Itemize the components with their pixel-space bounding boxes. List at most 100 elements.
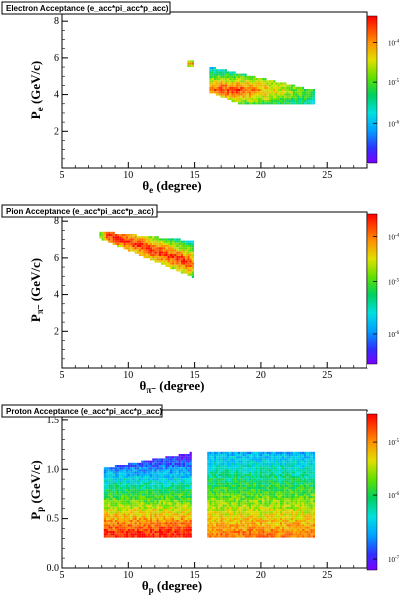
heatmap-cell [301,456,304,459]
heatmap-cell [262,526,265,529]
heatmap-cell [253,456,256,459]
heatmap-cell [220,458,223,461]
heatmap-cell [246,80,249,83]
heatmap-cell [295,484,298,487]
heatmap-cell [227,91,230,94]
heatmap-cell [207,500,210,503]
heatmap-cell [123,238,126,241]
heatmap-cell [158,493,161,496]
heatmap-cell [178,253,181,256]
heatmap-cell [284,456,287,459]
heatmap-cell [112,517,115,520]
heatmap-cell [240,460,243,463]
heatmap-cell [172,522,175,525]
chart-title: Proton Acceptance (e_acc*pi_acc*p_acc) [6,407,163,416]
heatmap-cell [235,531,238,534]
heatmap-cell [238,456,241,459]
heatmap-cell [299,456,302,459]
heatmap-cell [306,462,309,465]
heatmap-cell [297,86,300,89]
heatmap-cell [262,473,265,476]
heatmap-cell [209,511,212,514]
heatmap-cell [244,467,247,470]
heatmap-cell [167,478,170,481]
heatmap-cell [308,89,311,92]
heatmap-cell [249,451,252,454]
x-tick-label: 20 [256,370,266,381]
heatmap-cell [260,91,263,94]
heatmap-cell [139,245,142,248]
heatmap-cell [185,484,188,487]
heatmap-cell [213,509,216,512]
heatmap-cell [297,476,300,479]
heatmap-cell [286,500,289,503]
heatmap-cell [310,533,313,536]
heatmap-cell [213,493,216,496]
heatmap-cell [286,471,289,474]
heatmap-cell [154,258,157,261]
heatmap-cell [268,509,271,512]
heatmap-cell [103,517,106,520]
heatmap-cell [264,454,267,457]
heatmap-cell [244,493,247,496]
heatmap-cell [251,531,254,534]
heatmap-cell [147,513,150,516]
heatmap-cell [152,473,155,476]
heatmap-cell [286,462,289,465]
heatmap-cell [143,513,146,516]
heatmap-cell [277,95,280,98]
heatmap-cell [183,456,186,459]
heatmap-cell [310,93,313,96]
heatmap-cell [238,78,241,81]
heatmap-cell [99,236,102,239]
heatmap-cell [233,100,236,103]
heatmap-cell [189,531,192,534]
heatmap-cell [266,500,269,503]
heatmap-cell [180,247,183,250]
heatmap-cell [152,524,155,527]
heatmap-cell [264,502,267,505]
heatmap-cell [244,78,247,81]
heatmap-cell [260,498,263,501]
heatmap-cell [227,500,230,503]
heatmap-cell [161,253,164,256]
heatmap-cell [271,513,274,516]
heatmap-cell [260,531,263,534]
heatmap-cell [213,84,216,87]
heatmap-cell [251,495,254,498]
heatmap-cell [262,476,265,479]
heatmap-cell [288,482,291,485]
heatmap-cell [110,469,113,472]
heatmap-cell [128,502,131,505]
heatmap-cell [273,460,276,463]
heatmap-cell [121,511,124,514]
heatmap-cell [128,234,131,237]
heatmap-cell [145,256,148,259]
heatmap-cell [169,245,172,248]
heatmap-cell [233,515,236,518]
heatmap-cell [224,69,227,72]
heatmap-cell [277,82,280,85]
heatmap-cell [264,465,267,468]
heatmap-cell [123,247,126,250]
heatmap-cell [121,526,124,529]
heatmap-cell [147,242,150,245]
heatmap-cell [301,535,304,538]
heatmap-cell [172,256,175,259]
heatmap-cell [231,84,234,87]
heatmap-cell [141,520,144,523]
x-tick-label: 10 [123,370,133,381]
heatmap-cell [229,528,232,531]
heatmap-cell [231,458,234,461]
heatmap-cell [121,522,124,525]
heatmap-cell [306,471,309,474]
heatmap-cell [293,102,296,105]
heatmap-cell [108,240,111,243]
heatmap-cell [110,491,113,494]
heatmap-cell [165,524,168,527]
heatmap-cell [145,520,148,523]
heatmap-cell [260,93,263,96]
heatmap-cell [268,467,271,470]
heatmap-cell [123,515,126,518]
heatmap-cell [187,249,190,252]
